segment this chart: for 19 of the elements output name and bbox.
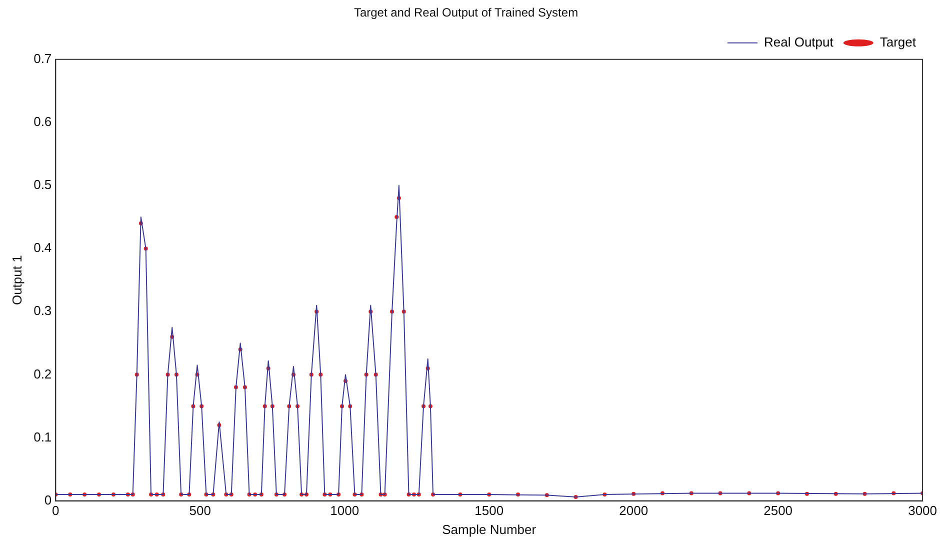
chart-title: Target and Real Output of Trained System xyxy=(354,6,578,20)
x-tick-label: 3000 xyxy=(908,503,937,518)
y-tick-label: 0.2 xyxy=(34,366,52,382)
x-tick-label: 2500 xyxy=(764,503,793,518)
y-tick-label: 0.4 xyxy=(34,240,52,256)
legend-label: Target xyxy=(880,34,916,50)
y-axis-title: Output 1 xyxy=(9,255,24,306)
x-tick-label: 1500 xyxy=(474,503,504,518)
x-tick-label: 500 xyxy=(189,503,211,518)
y-tick-label: 0.7 xyxy=(34,50,52,66)
x-axis-title: Sample Number xyxy=(442,522,537,537)
x-tick-label: 2000 xyxy=(619,503,648,518)
legend-label: Real Output xyxy=(764,34,834,50)
y-tick-label: 0.6 xyxy=(34,114,52,130)
y-tick-label: 0.1 xyxy=(34,429,52,444)
y-tick-label: 0 xyxy=(44,492,52,508)
y-tick-label: 0.3 xyxy=(34,303,52,318)
y-tick-label: 0.5 xyxy=(34,177,52,192)
x-tick-label: 1000 xyxy=(330,503,360,518)
